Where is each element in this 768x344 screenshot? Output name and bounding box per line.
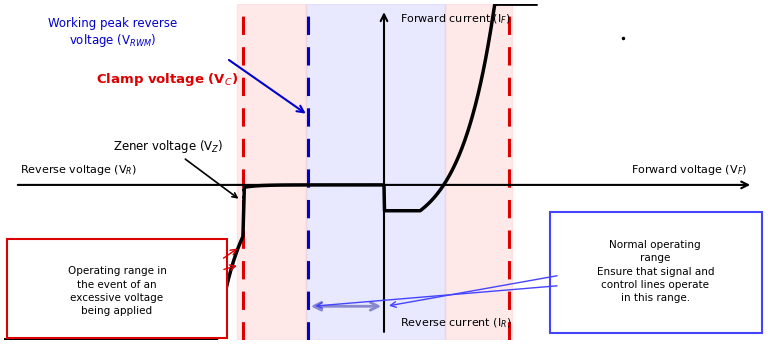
FancyBboxPatch shape — [8, 239, 227, 338]
FancyBboxPatch shape — [550, 212, 762, 333]
Text: Operating range in
the event of an
excessive voltage
being applied: Operating range in the event of an exces… — [68, 267, 167, 316]
Text: Reverse current (I$_R$): Reverse current (I$_R$) — [400, 316, 512, 330]
Text: Forward current (I$_F$): Forward current (I$_F$) — [400, 12, 511, 25]
Text: Zener voltage (V$_Z$): Zener voltage (V$_Z$) — [113, 138, 237, 198]
Bar — [445, 4, 512, 340]
Text: Working peak reverse
voltage (V$_{RWM}$): Working peak reverse voltage (V$_{RWM}$) — [48, 17, 177, 50]
Text: Forward voltage (V$_F$): Forward voltage (V$_F$) — [631, 163, 747, 177]
Text: Reverse voltage (V$_R$): Reverse voltage (V$_R$) — [21, 163, 137, 177]
Bar — [237, 4, 306, 340]
Text: Clamp voltage (V$_C$): Clamp voltage (V$_C$) — [97, 71, 238, 87]
Text: Normal operating
range
Ensure that signal and
control lines operate
in this rang: Normal operating range Ensure that signa… — [597, 240, 714, 303]
Bar — [306, 4, 445, 340]
